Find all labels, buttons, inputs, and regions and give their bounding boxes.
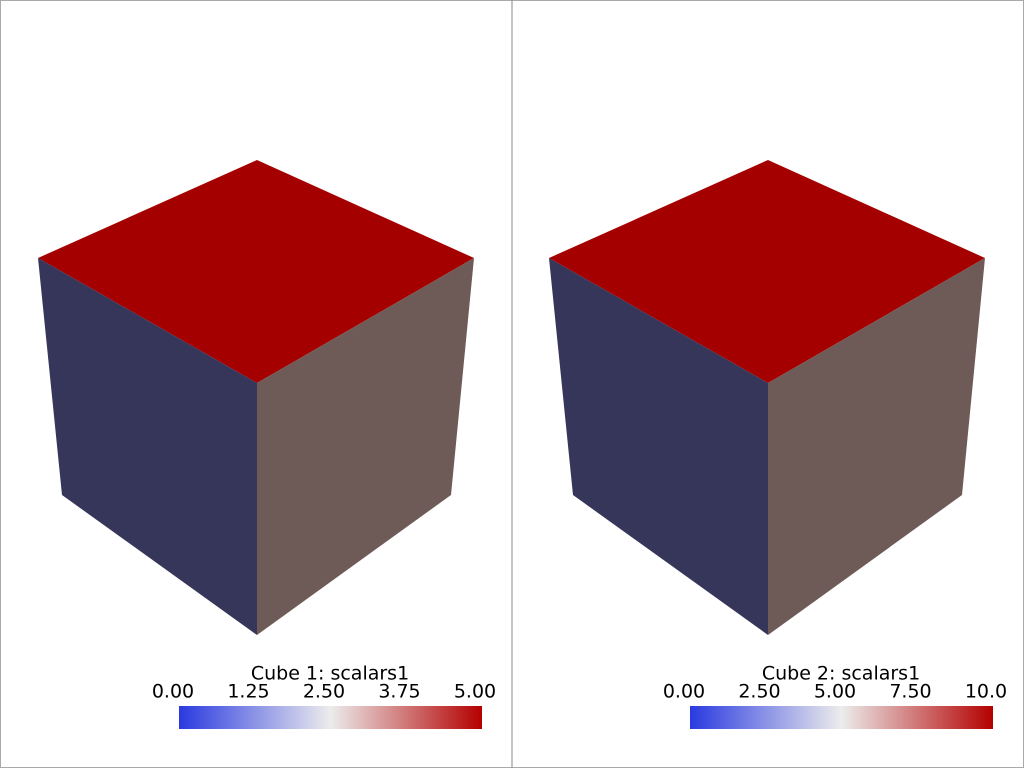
cube-right-face <box>257 258 474 635</box>
colorbar-tick-label: 7.50 <box>889 681 931 703</box>
colorbar-title: Cube 1: scalars1 <box>251 663 409 685</box>
colorbar-tick-label: 5.00 <box>814 681 856 703</box>
colorbar <box>690 706 993 729</box>
colorbar <box>179 706 482 729</box>
cube-top-face <box>38 160 474 383</box>
cube-left-face <box>38 258 257 635</box>
subplot: Cube 2: scalars1 0.00 2.50 5.00 7.50 10.0 <box>549 160 1007 729</box>
colorbar-tick-label: 0.00 <box>663 681 705 703</box>
cube-left-face <box>549 258 768 635</box>
colorbar-tick-label: 1.25 <box>227 681 269 703</box>
colorbar-tick-label: 10.0 <box>965 681 1007 703</box>
colorbar-tick-label: 3.75 <box>378 681 420 703</box>
subplot: Cube 1: scalars1 0.00 1.25 2.50 3.75 5.00 <box>38 160 496 729</box>
colorbar-tick-label: 2.50 <box>738 681 780 703</box>
colorbar-tick-label: 0.00 <box>152 681 194 703</box>
colorbar-tick-label: 2.50 <box>303 681 345 703</box>
colorbar-title: Cube 2: scalars1 <box>762 663 920 685</box>
cube-right-face <box>768 258 985 635</box>
cube-top-face <box>549 160 985 383</box>
colorbar-tick-label: 5.00 <box>454 681 496 703</box>
